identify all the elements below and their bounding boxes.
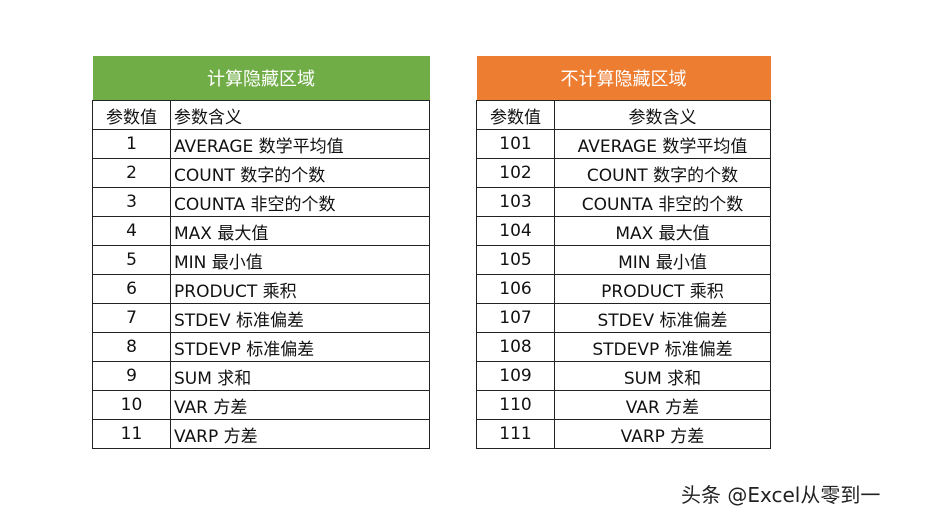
param-value: 3 [92,187,171,217]
table-row: 108 STDEVP 标准偏差 [476,332,771,362]
param-value: 10 [92,390,171,420]
param-meaning: STDEVP 标准偏差 [554,332,771,362]
param-meaning: MIN 最小值 [554,245,771,275]
table-row: 3 COUNTA 非空的个数 [92,187,430,217]
param-meaning: VARP 方差 [554,419,771,449]
param-meaning: COUNT 数字的个数 [170,158,430,188]
param-meaning: COUNT 数字的个数 [554,158,771,188]
table-row: 9 SUM 求和 [92,361,430,391]
param-value: 107 [476,303,555,333]
param-value: 110 [476,390,555,420]
table-row: 103 COUNTA 非空的个数 [476,187,771,217]
table-row: 106 PRODUCT 乘积 [476,274,771,304]
header-param-meaning: 参数含义 [170,100,430,130]
table-title-row: 不计算隐藏区域 [476,56,771,101]
param-value: 104 [476,216,555,246]
table-row: 11 VARP 方差 [92,419,430,449]
table-row: 104 MAX 最大值 [476,216,771,246]
param-meaning: PRODUCT 乘积 [170,274,430,304]
watermark: 头条 @Excel从零到一 [681,483,881,507]
table-row: 2 COUNT 数字的个数 [92,158,430,188]
table-row: 110 VAR 方差 [476,390,771,420]
param-meaning: COUNTA 非空的个数 [170,187,430,217]
table-row: 8 STDEVP 标准偏差 [92,332,430,362]
param-value: 101 [476,129,555,159]
table-header-row: 参数值 参数含义 [476,100,771,130]
table-row: 7 STDEV 标准偏差 [92,303,430,333]
header-param-meaning: 参数含义 [554,100,771,130]
param-value: 105 [476,245,555,275]
table-row: 105 MIN 最小值 [476,245,771,275]
table-row: 101 AVERAGE 数学平均值 [476,129,771,159]
param-value: 7 [92,303,171,333]
header-param-value: 参数值 [476,100,555,130]
param-value: 8 [92,332,171,362]
param-meaning: VARP 方差 [170,419,430,449]
param-value: 4 [92,216,171,246]
param-meaning: STDEVP 标准偏差 [170,332,430,362]
param-meaning: COUNTA 非空的个数 [554,187,771,217]
param-meaning: MAX 最大值 [170,216,430,246]
param-value: 106 [476,274,555,304]
param-value: 108 [476,332,555,362]
param-value: 111 [476,419,555,449]
table-title: 计算隐藏区域 [92,56,430,101]
param-meaning: MIN 最小值 [170,245,430,275]
param-value: 11 [92,419,171,449]
param-meaning: SUM 求和 [170,361,430,391]
table-header-row: 参数值 参数含义 [92,100,430,130]
table-title: 不计算隐藏区域 [476,56,771,101]
table-row: 6 PRODUCT 乘积 [92,274,430,304]
param-value: 2 [92,158,171,188]
header-param-value: 参数值 [92,100,171,130]
param-value: 1 [92,129,171,159]
table-row: 102 COUNT 数字的个数 [476,158,771,188]
table-row: 111 VARP 方差 [476,419,771,449]
table-row: 107 STDEV 标准偏差 [476,303,771,333]
param-value: 103 [476,187,555,217]
param-value: 9 [92,361,171,391]
param-value: 109 [476,361,555,391]
param-meaning: MAX 最大值 [554,216,771,246]
param-meaning: AVERAGE 数学平均值 [170,129,430,159]
table-row: 1 AVERAGE 数学平均值 [92,129,430,159]
param-value: 5 [92,245,171,275]
param-meaning: AVERAGE 数学平均值 [554,129,771,159]
param-meaning: STDEV 标准偏差 [554,303,771,333]
table-row: 10 VAR 方差 [92,390,430,420]
param-value: 6 [92,274,171,304]
param-meaning: STDEV 标准偏差 [170,303,430,333]
param-meaning: VAR 方差 [170,390,430,420]
param-meaning: VAR 方差 [554,390,771,420]
left-table: 计算隐藏区域 参数值 参数含义 1 AVERAGE 数学平均值 2 COUNT 数字… [92,56,430,449]
param-value: 102 [476,158,555,188]
table-row: 5 MIN 最小值 [92,245,430,275]
table-row: 4 MAX 最大值 [92,216,430,246]
table-row: 109 SUM 求和 [476,361,771,391]
param-meaning: PRODUCT 乘积 [554,274,771,304]
right-table: 不计算隐藏区域 参数值 参数含义 101 AVERAGE 数学平均值 102 COU… [476,56,771,449]
table-title-row: 计算隐藏区域 [92,56,430,101]
param-meaning: SUM 求和 [554,361,771,391]
